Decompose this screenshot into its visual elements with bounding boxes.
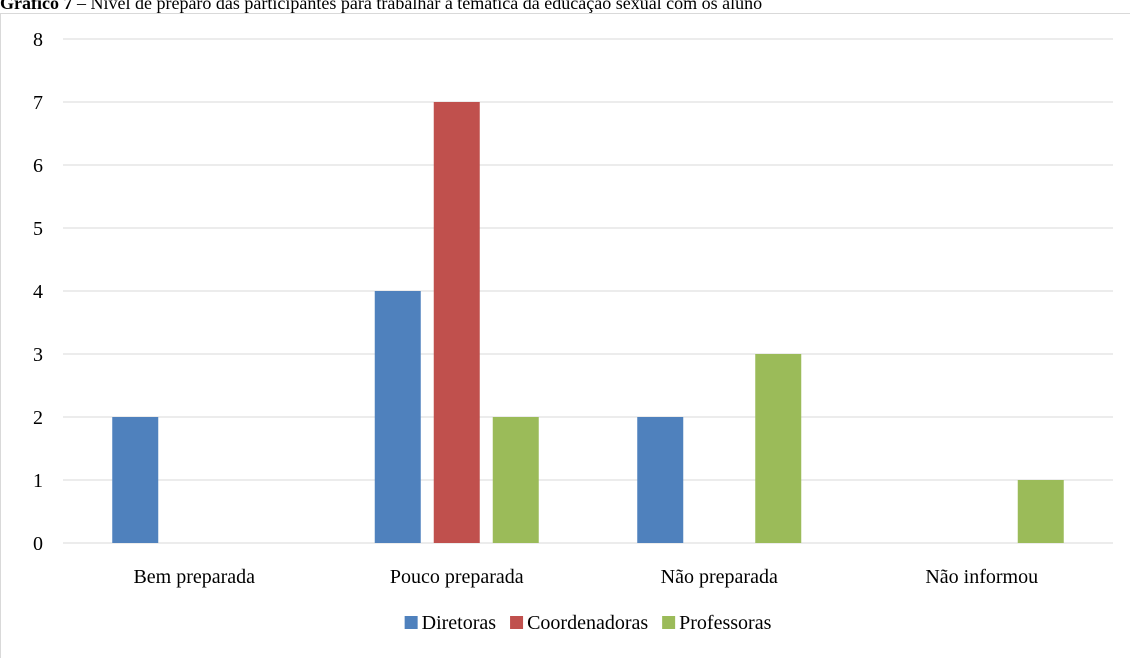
legend-swatch: [510, 616, 524, 629]
bar: [433, 102, 480, 543]
gridlines: [63, 38, 1113, 544]
bar: [1017, 480, 1064, 543]
bar: [755, 354, 802, 543]
legend-label: Diretoras: [422, 612, 497, 634]
x-tick-label: Pouco preparada: [390, 566, 524, 588]
y-tick-label: 7: [33, 92, 43, 114]
x-tick-label: Bem preparada: [133, 566, 255, 588]
legend-label: Coordenadoras: [527, 612, 648, 634]
legend: Diretoras Coordenadoras Professoras: [404, 612, 772, 634]
y-tick-label: 1: [33, 470, 43, 492]
y-axis-tick-labels: 0 1 2 3 4 5 6 7 8: [33, 29, 43, 555]
bar: [374, 291, 421, 543]
x-tick-label: Não informou: [925, 566, 1038, 588]
y-tick-label: 4: [33, 281, 43, 303]
legend-label: Professoras: [679, 612, 771, 634]
bars: [112, 102, 1064, 543]
y-tick-label: 8: [33, 29, 43, 51]
x-tick-label: Não preparada: [661, 566, 778, 588]
legend-swatch: [662, 616, 676, 629]
chart-frame: [0, 13, 1130, 658]
y-tick-label: 6: [33, 155, 43, 177]
bar: [112, 417, 159, 543]
chart-title: Gráfico 7 – Nível de preparo das partici…: [0, 0, 1131, 15]
y-tick-label: 3: [33, 344, 43, 366]
y-tick-label: 0: [33, 533, 43, 555]
bar: [492, 417, 539, 543]
y-tick-label: 5: [33, 218, 43, 240]
x-axis-category-labels: Bem preparada Pouco preparada Não preparad…: [133, 566, 1038, 588]
legend-swatch: [404, 616, 418, 629]
y-tick-label: 2: [33, 407, 43, 429]
bar: [637, 417, 684, 543]
chart-title-text: – Nível de preparo das participantes par…: [72, 0, 763, 13]
chart-title-prefix: Gráfico 7: [0, 0, 73, 13]
